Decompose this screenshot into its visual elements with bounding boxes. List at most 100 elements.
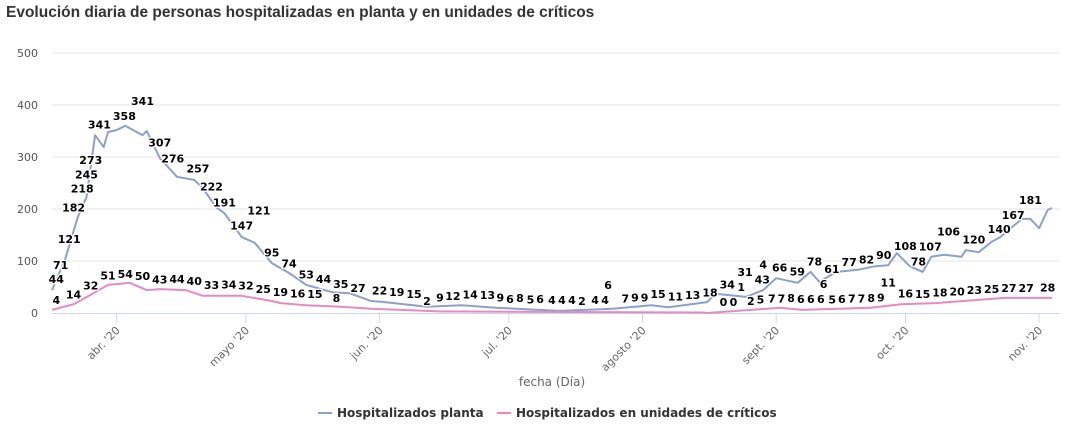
data-label: 5 [757,293,765,306]
legend-item-1[interactable]: Hospitalizados en unidades de críticos [497,406,777,420]
data-label: 121 [58,233,81,246]
data-label: 9 [496,291,504,304]
data-label: 4 [759,259,767,272]
data-label: 182 [62,201,85,214]
data-label: 191 [213,197,236,210]
data-label: 5 [527,293,535,306]
chart-title: Evolución diaria de personas hospitaliza… [6,4,595,21]
data-label: 50 [135,270,151,283]
data-label: 147 [230,220,253,233]
data-label: 19 [273,286,288,299]
data-label: 16 [898,288,914,301]
grid-lines [52,52,1060,262]
data-label: 2 [578,295,586,308]
data-label: 8 [867,292,875,305]
data-label: 6 [604,279,612,292]
y-tick-label: 0 [31,307,38,320]
data-label: 82 [859,253,874,266]
data-label: 44 [169,273,185,286]
data-label: 107 [919,240,942,253]
x-tick-label: nov. '20 [1005,324,1045,364]
data-label: 11 [881,276,896,289]
data-label: 27 [1018,282,1033,295]
data-label: 7 [768,292,776,305]
y-tick-label: 200 [17,203,38,216]
data-label: 22 [372,285,387,298]
data-label: 4 [601,294,609,307]
data-label: 44 [49,273,65,286]
data-label: 341 [88,119,111,132]
data-label: 31 [737,266,752,279]
data-label: 8 [516,292,524,305]
data-label: 51 [100,269,115,282]
data-label: 9 [877,291,885,304]
legend-label: Hospitalizados en unidades de críticos [516,406,777,420]
data-label: 13 [480,289,495,302]
data-label: 43 [755,274,770,287]
data-label: 218 [71,183,94,196]
x-tick-label: mayo '20 [207,324,252,369]
data-label: 19 [389,286,404,299]
data-label: 5 [828,293,836,306]
series-line-0 [51,124,1053,312]
data-label: 2 [423,295,431,308]
data-label: 6 [838,293,846,306]
data-label: 4 [548,294,556,307]
data-label: 9 [436,291,444,304]
legend-item-0[interactable]: Hospitalizados planta [318,406,484,420]
data-label: 15 [406,288,421,301]
data-label: 257 [187,162,210,175]
data-label: 13 [685,289,700,302]
y-tick-label: 100 [17,255,38,268]
series-line-1 [51,281,1052,314]
data-label: 9 [631,291,639,304]
data-label: 8 [787,292,795,305]
data-label: 14 [66,289,82,302]
data-label: 11 [668,290,683,303]
x-tick-label: jul. '20 [479,324,515,360]
data-label: 14 [462,289,478,302]
data-label: 181 [1019,194,1042,207]
data-label: 32 [238,279,253,292]
data-label: 34 [221,278,237,291]
data-label: 25 [984,283,999,296]
data-label: 1 [737,281,745,294]
data-label: 15 [650,288,665,301]
data-label: 4 [568,294,576,307]
data-label: 61 [824,263,839,276]
data-label: 6 [807,293,815,306]
x-axis-title: fecha (Día) [519,375,585,389]
legend: Hospitalizados planta Hospitalizados en u… [318,406,777,420]
data-label: 108 [894,240,917,253]
data-label: 121 [247,205,270,218]
data-label: 307 [148,136,171,149]
data-label: 106 [937,225,960,238]
data-label: 7 [848,292,856,305]
y-tick-label: 400 [17,99,38,112]
legend-label: Hospitalizados planta [337,406,484,420]
data-label: 18 [932,287,947,300]
data-label: 4 [558,294,566,307]
data-label: 222 [200,181,223,194]
data-labels: 4447112118214218245273323415135854341503… [47,94,1056,311]
data-label: 16 [290,288,306,301]
data-label: 66 [772,262,788,275]
data-label: 140 [988,223,1011,236]
data-label: 7 [858,292,866,305]
data-label: 54 [118,268,134,281]
data-label: 28 [1040,281,1055,294]
data-label: 167 [1002,209,1025,222]
data-label: 15 [307,288,322,301]
data-label: 6 [817,293,825,306]
data-label: 0 [730,296,738,309]
data-label: 90 [876,249,892,262]
data-label: 27 [1001,282,1016,295]
data-label: 8 [333,292,341,305]
data-label: 25 [256,283,271,296]
data-label: 6 [797,293,805,306]
y-axis: 0 100 200 300 400 500 [17,47,38,320]
data-label: 341 [131,95,154,108]
data-label: 6 [506,293,514,306]
data-label: 59 [790,265,805,278]
